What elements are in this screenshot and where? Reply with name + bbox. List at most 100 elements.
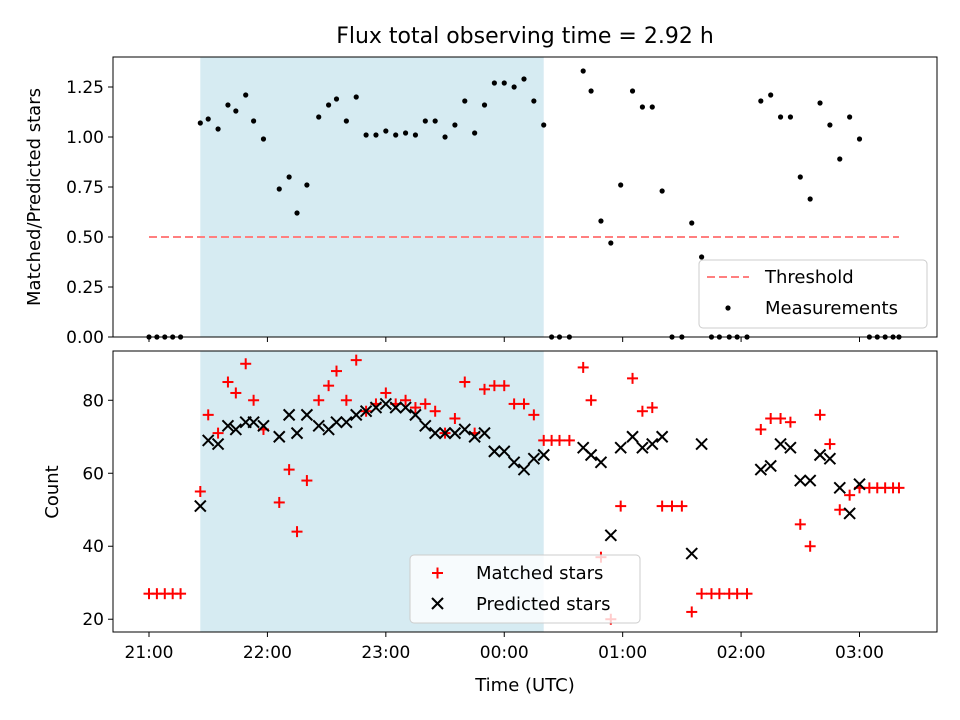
predicted-star-point <box>636 441 649 454</box>
predicted-star-point <box>685 547 698 560</box>
predicted-star-point <box>498 445 511 458</box>
measurement-point <box>422 118 428 124</box>
measurement-point <box>373 132 379 138</box>
measurement-point <box>316 114 322 120</box>
top-y-tick-label: 0.50 <box>66 228 104 248</box>
measurement-point <box>243 92 249 98</box>
measurement-point <box>393 132 399 138</box>
predicted-star-point <box>626 430 639 443</box>
measurement-point <box>847 114 853 120</box>
matched-star-point <box>765 413 777 425</box>
measurement-point <box>580 68 586 74</box>
bottom-y-tick-label: 60 <box>82 464 104 484</box>
matched-star-point <box>518 398 530 410</box>
predicted-star-point <box>517 463 531 476</box>
predicted-star-point <box>774 437 787 451</box>
predicted-star-point <box>655 430 669 443</box>
predicted-star-point <box>584 448 598 462</box>
matched-star-point <box>488 380 500 392</box>
matched-star-point <box>400 394 412 406</box>
bottom-x-ticks: 21:00 22:00 23:00 00:00 01:00 02:00 03:00 <box>125 632 884 663</box>
matched-star-point <box>731 588 743 600</box>
matched-star-point <box>240 358 252 370</box>
legend-predicted-swatch <box>431 597 444 610</box>
predicted-star-point <box>340 415 353 429</box>
predicted-star-point <box>419 419 432 433</box>
matched-star-point <box>834 504 846 516</box>
matched-star-point <box>636 405 648 417</box>
measurement-point <box>837 156 843 162</box>
matched-star-point <box>313 394 325 406</box>
matched-star-point <box>676 500 688 512</box>
predicted-star-point <box>478 426 491 440</box>
matched-star-point <box>248 394 260 406</box>
predicted-star-point <box>813 448 827 462</box>
predicted-star-point <box>399 401 412 414</box>
top-panel: 0.00 0.25 0.50 0.75 1.00 1.25 Matched/Predict… <box>24 56 938 348</box>
legend-measurements-label: Measurements <box>765 298 898 319</box>
predicted-star-point <box>350 408 363 422</box>
matched-star-point <box>741 588 753 600</box>
matched-star-point <box>350 354 362 366</box>
matched-star-point <box>419 398 431 410</box>
bottom-y-tick-label: 20 <box>82 610 104 630</box>
measurement-point <box>225 102 231 108</box>
matched-star-point <box>577 361 589 373</box>
matched-star-point <box>528 409 540 421</box>
x-tick-label: 22:00 <box>243 643 292 663</box>
predicted-star-point <box>194 499 207 513</box>
matched-star-point <box>784 416 796 428</box>
matched-star-point <box>323 380 335 392</box>
measurement-point <box>472 130 478 136</box>
predicted-star-point <box>247 415 260 429</box>
predicted-star-point <box>229 423 243 436</box>
predicted-star-point <box>488 445 501 458</box>
top-x-ticks <box>148 337 860 342</box>
matched-star-point <box>696 588 708 600</box>
x-tick-label: 02:00 <box>717 643 766 663</box>
matched-star-point <box>804 540 816 552</box>
predicted-star-point <box>312 419 325 433</box>
predicted-star-point <box>695 437 708 451</box>
predicted-star-point <box>843 507 856 520</box>
bottom-y-tick-label: 80 <box>82 391 104 411</box>
bottom-panel: 20 40 60 80 21:00 22:00 23:00 00:00 01:00 02:00 0… <box>42 350 938 696</box>
measurement-point <box>511 84 517 90</box>
measurement-point <box>215 126 221 132</box>
measurement-point <box>618 182 624 188</box>
predicted-star-point <box>646 437 659 451</box>
matched-star-point <box>230 387 242 399</box>
top-y-axis-label: Matched/Predicted stars <box>24 88 45 306</box>
matched-star-point <box>380 387 392 399</box>
measurement-point <box>608 240 614 246</box>
matched-star-point <box>212 427 224 439</box>
measurement-point <box>588 88 594 94</box>
measurement-point <box>758 98 764 104</box>
x-tick-label: 01:00 <box>598 643 647 663</box>
measurement-point <box>251 118 257 124</box>
measurement-point <box>689 220 695 226</box>
measurement-point <box>491 80 497 86</box>
measurement-point <box>777 114 784 120</box>
matched-star-point <box>775 413 787 425</box>
measurement-point <box>333 96 340 102</box>
predicted-star-point <box>833 481 846 495</box>
matched-star-point <box>194 486 206 497</box>
predicted-star-point <box>438 426 452 440</box>
matched-star-point <box>666 500 678 512</box>
matched-star-point <box>893 482 905 494</box>
measurement-point <box>531 98 537 104</box>
predicted-star-point <box>330 415 343 429</box>
legend-matched-label: Matched stars <box>476 563 603 584</box>
predicted-star-point <box>784 441 797 454</box>
matched-star-point <box>554 434 566 446</box>
predicted-star-point <box>448 426 462 440</box>
predicted-star-point <box>273 430 286 443</box>
matched-star-point <box>202 409 214 421</box>
measurement-point <box>639 104 646 110</box>
bottom-y-axis-label: Count <box>42 465 63 518</box>
measurement-point <box>787 114 794 120</box>
top-axes-frame <box>112 56 938 338</box>
top-shaded-interval <box>200 57 544 337</box>
matched-star-point <box>508 398 520 410</box>
